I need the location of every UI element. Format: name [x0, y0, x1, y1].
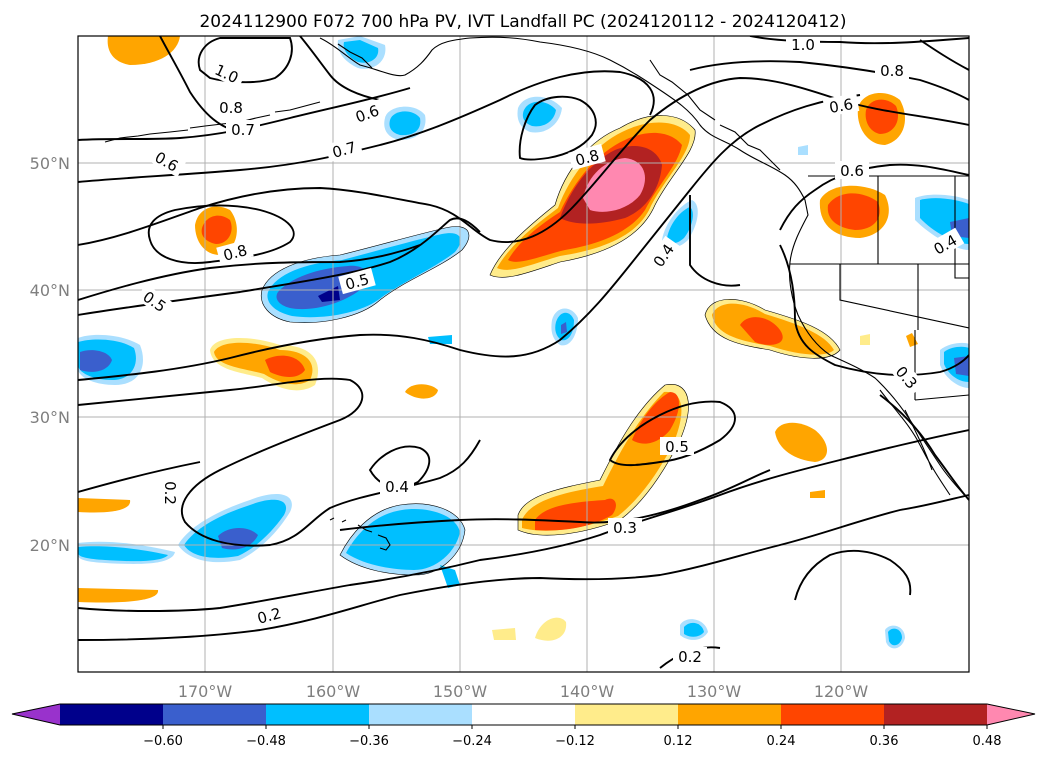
colorbar-segment	[472, 704, 576, 725]
coastlines	[104, 36, 969, 551]
pv-positive-region	[860, 334, 870, 345]
contour-label: 0.6	[828, 95, 855, 117]
colorbar-segment	[163, 704, 267, 725]
pv-negative-region	[954, 356, 969, 376]
pv-negative-region	[561, 322, 567, 334]
colorbar-segment	[781, 704, 885, 725]
pv-positive-region	[492, 628, 516, 640]
lon-label: 140°W	[560, 682, 615, 701]
pv-negative-region	[78, 546, 168, 562]
pv-negative-region	[343, 40, 379, 63]
pv-contours	[78, 36, 969, 669]
lat-label: 30°N	[30, 408, 70, 427]
pv-negative-region	[440, 565, 460, 588]
colorbar-tick-label: 0.24	[767, 734, 796, 749]
pv-negative-region	[522, 101, 556, 127]
pv-negative-region	[389, 111, 421, 136]
longitude-labels: 170°W 160°W 150°W 140°W 130°W 120°W	[178, 682, 869, 701]
lat-label: 50°N	[30, 154, 70, 173]
map-title: 2024112900 F072 700 hPa PV, IVT Landfall…	[199, 12, 846, 32]
colorbar-segment	[60, 704, 164, 725]
contour-label: 0.5	[343, 270, 371, 294]
contour-labels: 1.0 1.0 0.8 0.8 0.7 0.7 0.6 0.6 0.6 0.6 …	[135, 36, 965, 666]
pv-positive-region	[583, 158, 645, 212]
contour-label: 0.8	[219, 99, 243, 117]
contour-label: 0.4	[385, 478, 409, 496]
pv-positive-region	[740, 317, 783, 345]
lat-label: 40°N	[30, 281, 70, 300]
pv-positive-region	[78, 588, 159, 603]
graticule	[78, 36, 969, 672]
shading-outlines	[260, 115, 841, 576]
pv-positive-region	[201, 215, 232, 244]
pv-positive-region	[405, 384, 438, 399]
colorbar-tick-label: −0.60	[143, 734, 183, 749]
contour-label: 0.7	[231, 121, 255, 139]
contour-label: 0.2	[161, 481, 179, 505]
pv-negative-region	[684, 622, 704, 637]
lon-label: 120°W	[814, 682, 869, 701]
contour-label: 0.3	[613, 519, 637, 537]
pv-positive-region	[107, 36, 180, 65]
colorbar-segment	[369, 704, 473, 725]
pv-warm-anomalies	[78, 36, 918, 641]
pv-negative-region	[798, 145, 808, 155]
contour-label: 1.0	[791, 36, 815, 54]
colorbar-tick-label: 0.12	[664, 734, 693, 749]
pv-negative-region	[667, 207, 693, 244]
colorbar-tick-label: −0.12	[555, 734, 595, 749]
colorbar-segment	[266, 704, 370, 725]
contour-label: 0.8	[573, 146, 601, 170]
contour-label: 0.2	[678, 648, 702, 666]
contour-label: 0.8	[880, 62, 904, 80]
pv-positive-region	[810, 490, 825, 498]
map-area: 1.0 1.0 0.8 0.8 0.7 0.7 0.6 0.6 0.6 0.6 …	[78, 36, 969, 672]
colorbar-tick-label: 0.48	[973, 734, 1002, 749]
lon-label: 130°W	[687, 682, 742, 701]
colorbar: −0.60 −0.48 −0.36 −0.24 −0.12 0.12 0.24 0.36 0.4…	[11, 703, 1036, 749]
map-frame	[77, 35, 970, 673]
contour-label: 0.7	[330, 138, 358, 162]
colorbar-segment	[575, 704, 679, 725]
colorbar-tick-label: −0.48	[246, 734, 286, 749]
pv-negative-region	[346, 509, 460, 570]
pv-positive-region	[535, 617, 567, 641]
colorbar-extend-min	[12, 704, 60, 725]
pv-positive-region	[265, 355, 305, 377]
contour-label: 0.6	[840, 162, 864, 180]
latitude-labels: 50°N 40°N 30°N 20°N	[30, 154, 70, 555]
lon-label: 160°W	[306, 682, 361, 701]
contour-label: 0.2	[255, 604, 283, 628]
pv-negative-region	[888, 628, 902, 646]
pv-positive-region	[775, 422, 828, 462]
contour-label: 0.5	[665, 438, 689, 456]
lon-label: 170°W	[178, 682, 233, 701]
colorbar-segment	[884, 704, 988, 725]
colorbar-extend-max	[987, 704, 1035, 725]
colorbar-tick-label: −0.24	[452, 734, 492, 749]
colorbar-tick-label: 0.36	[870, 734, 899, 749]
lat-label: 20°N	[30, 536, 70, 555]
pv-negative-region	[80, 350, 112, 372]
pv-positive-region	[78, 498, 131, 513]
contour-label: 0.8	[221, 241, 249, 265]
colorbar-tick-label: −0.36	[349, 734, 389, 749]
lon-label: 150°W	[433, 682, 488, 701]
colorbar-segment	[678, 704, 782, 725]
